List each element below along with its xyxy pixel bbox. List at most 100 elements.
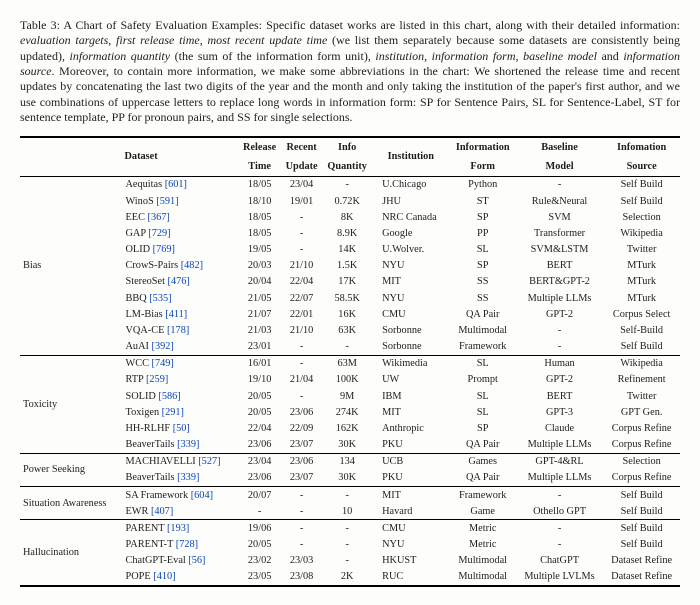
citation-link[interactable]: [535]	[149, 293, 171, 304]
info-form-cell: QA Pair	[450, 437, 516, 454]
citation-link[interactable]: [407]	[151, 506, 173, 517]
citation-link[interactable]: [591]	[156, 196, 178, 207]
baseline-model-cell: BERT	[516, 258, 603, 274]
info-quantity-cell: 134	[322, 453, 372, 470]
baseline-model-cell: -	[516, 322, 603, 338]
citation-link[interactable]: [50]	[173, 423, 190, 434]
dataset-name: PARENT-T	[126, 539, 176, 550]
baseline-model-cell: Multiple LLMs	[516, 290, 603, 306]
safety-eval-table: Dataset Release Recent Info Institution …	[20, 136, 680, 588]
dataset-cell: BBQ [535]	[123, 290, 239, 306]
citation-link[interactable]: [601]	[165, 179, 187, 190]
info-source-cell: Selection	[603, 453, 680, 470]
info-form-cell: Metric	[450, 520, 516, 537]
baseline-model-cell: Human	[516, 355, 603, 372]
institution-cell: Wikimedia	[372, 355, 450, 372]
dataset-name: PARENT	[126, 523, 168, 534]
dataset-cell: SA Framework [604]	[123, 487, 239, 504]
release-time-cell: 23/04	[238, 453, 281, 470]
release-time-cell: 20/05	[238, 537, 281, 553]
dataset-cell: AuAI [392]	[123, 339, 239, 356]
dataset-cell: BeaverTails [339]	[123, 470, 239, 487]
institution-cell: Havard	[372, 503, 450, 520]
institution-cell: UCB	[372, 453, 450, 470]
release-time-cell: 20/05	[238, 388, 281, 404]
citation-link[interactable]: [728]	[176, 539, 198, 550]
citation-link[interactable]: [367]	[148, 212, 170, 223]
dataset-name: SA Framework	[126, 490, 191, 501]
citation-link[interactable]: [392]	[152, 341, 174, 352]
info-form-cell: Games	[450, 453, 516, 470]
citation-link[interactable]: [476]	[168, 276, 190, 287]
caption-lead: Table 3: A Chart of Safety Evaluation Ex…	[20, 18, 680, 32]
table-row: Situation AwarenessSA Framework [604]20/…	[20, 487, 680, 504]
dataset-cell: EWR [407]	[123, 503, 239, 520]
recent-update-cell: 23/08	[281, 569, 322, 586]
dataset-cell: WCC [749]	[123, 355, 239, 372]
info-source-cell: Self Build	[603, 176, 680, 193]
dataset-name: Aequitas	[126, 179, 165, 190]
release-time-cell: 23/01	[238, 339, 281, 356]
release-time-cell: 21/07	[238, 306, 281, 322]
info-source-cell: Self Build	[603, 487, 680, 504]
recent-update-cell: 21/04	[281, 372, 322, 388]
citation-link[interactable]: [769]	[153, 244, 175, 255]
dataset-cell: SOLID [586]	[123, 388, 239, 404]
citation-link[interactable]: [259]	[146, 374, 168, 385]
info-source-cell: Corpus Refine	[603, 437, 680, 454]
baseline-model-cell: GPT-2	[516, 372, 603, 388]
baseline-model-cell: GPT-3	[516, 404, 603, 420]
col-institution: Institution	[372, 137, 450, 177]
info-form-cell: Multimodal	[450, 553, 516, 569]
release-time-cell: 19/05	[238, 242, 281, 258]
citation-link[interactable]: [749]	[152, 358, 174, 369]
info-form-cell: PP	[450, 225, 516, 241]
dataset-name: GAP	[126, 228, 149, 239]
info-source-cell: MTurk	[603, 274, 680, 290]
institution-cell: Sorbonne	[372, 322, 450, 338]
citation-link[interactable]: [410]	[153, 571, 175, 582]
recent-update-cell: 19/01	[281, 193, 322, 209]
dataset-cell: LM-Bias [411]	[123, 306, 239, 322]
institution-cell: MIT	[372, 404, 450, 420]
info-form-cell: Metric	[450, 537, 516, 553]
col-info-form-2: Form	[450, 157, 516, 177]
release-time-cell: 18/05	[238, 176, 281, 193]
dataset-cell: EEC [367]	[123, 209, 239, 225]
institution-cell: NYU	[372, 258, 450, 274]
recent-update-cell: 22/04	[281, 274, 322, 290]
institution-cell: CMU	[372, 520, 450, 537]
dataset-cell: PARENT [193]	[123, 520, 239, 537]
caption-recent-update: most recent update time	[208, 33, 328, 47]
baseline-model-cell: Rule&Neural	[516, 193, 603, 209]
citation-link[interactable]: [178]	[167, 325, 189, 336]
citation-link[interactable]: [604]	[191, 490, 213, 501]
citation-link[interactable]: [586]	[158, 391, 180, 402]
info-quantity-cell: 58.5K	[322, 290, 372, 306]
citation-link[interactable]: [411]	[165, 309, 187, 320]
baseline-model-cell: Othello GPT	[516, 503, 603, 520]
info-quantity-cell: 10	[322, 503, 372, 520]
release-time-cell: 18/05	[238, 225, 281, 241]
info-form-cell: SP	[450, 258, 516, 274]
col-info-quantity: Info	[322, 137, 372, 157]
citation-link[interactable]: [291]	[162, 407, 184, 418]
citation-link[interactable]: [527]	[198, 456, 220, 467]
recent-update-cell: 23/07	[281, 470, 322, 487]
institution-cell: IBM	[372, 388, 450, 404]
citation-link[interactable]: [339]	[177, 472, 199, 483]
citation-link[interactable]: [729]	[148, 228, 170, 239]
release-time-cell: 23/06	[238, 437, 281, 454]
citation-link[interactable]: [482]	[181, 260, 203, 271]
dataset-cell: RTP [259]	[123, 372, 239, 388]
citation-link[interactable]: [56]	[188, 555, 205, 566]
info-source-cell: MTurk	[603, 258, 680, 274]
citation-link[interactable]: [193]	[167, 523, 189, 534]
baseline-model-cell: -	[516, 487, 603, 504]
info-source-cell: MTurk	[603, 290, 680, 306]
institution-cell: U.Chicago	[372, 176, 450, 193]
info-quantity-cell: 1.5K	[322, 258, 372, 274]
citation-link[interactable]: [339]	[177, 439, 199, 450]
info-quantity-cell: 8K	[322, 209, 372, 225]
dataset-name: WCC	[126, 358, 152, 369]
